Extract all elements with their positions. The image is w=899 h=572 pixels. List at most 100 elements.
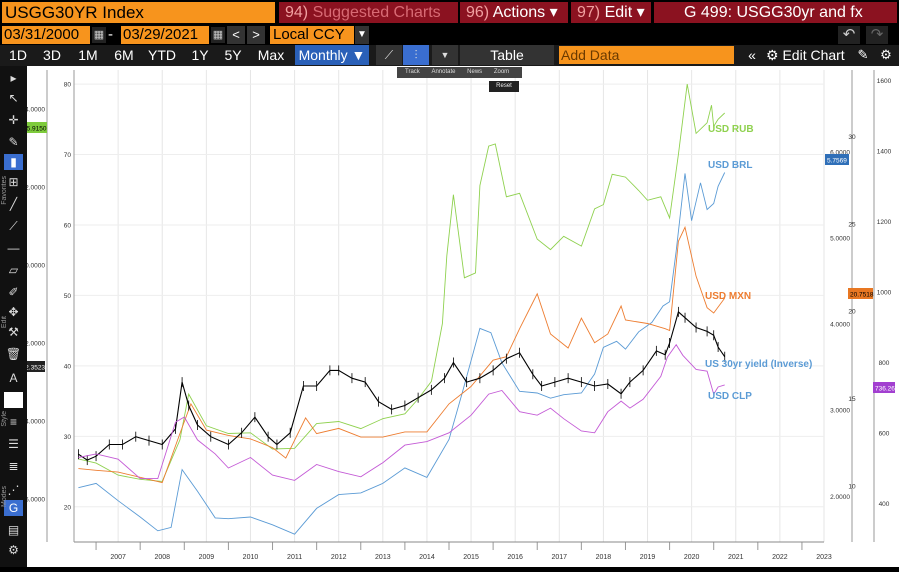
channel-icon[interactable]: ▱	[8, 263, 19, 277]
pencil-icon[interactable]: ✎	[857, 47, 869, 62]
trash-icon[interactable]: 🗑	[5, 347, 22, 361]
move-icon[interactable]: ✥	[8, 305, 19, 319]
table-button[interactable]: Table	[460, 45, 554, 65]
right1-tick-label: 5.0000	[830, 235, 850, 242]
horizontal-line-icon[interactable]: —	[7, 241, 20, 255]
line-chart-icon[interactable]: ⟋	[376, 45, 402, 65]
right2-tick-label: 20	[848, 309, 856, 316]
brl-value-badge-bg	[825, 154, 849, 165]
edit-chart-button[interactable]: ⚙ Edit Chart	[766, 45, 850, 65]
news-tool[interactable]: News	[467, 69, 483, 75]
period-1m[interactable]: 1M	[78, 47, 98, 63]
x-tick-label: 2020	[684, 554, 700, 561]
mode-icon[interactable]: G	[4, 500, 23, 516]
clp-value-badge: 736.26	[875, 386, 895, 393]
x-tick-label: 2009	[199, 554, 215, 561]
rub-value-badge-bg	[21, 122, 47, 133]
right2-tick-label: 15	[848, 396, 856, 403]
chevron-down-icon[interactable]: ▼	[355, 26, 369, 44]
menu-number: 96)	[466, 4, 490, 21]
left-inner-tick-label: 50	[64, 293, 72, 300]
edit-menu[interactable]: 97) Edit ▾	[571, 2, 651, 23]
settings-icon[interactable]: ⚙	[880, 47, 892, 62]
x-tick-label: 2018	[596, 554, 612, 561]
gear-icon[interactable]: ⚙	[8, 543, 19, 557]
chevron-right-icon[interactable]: >	[247, 26, 265, 44]
line-style-icon[interactable]: ≡	[9, 415, 17, 429]
chart-area[interactable]: 2007 2008 2009 2010 2011 2012 2013 2014 2015 2016…	[21, 66, 899, 567]
left-inner-tick-label: 30	[64, 434, 72, 441]
line-type-icon[interactable]: ≣	[8, 459, 19, 473]
right1-tick-label: 6.0000	[830, 149, 850, 156]
currency-select[interactable]: Local CCY	[270, 26, 354, 44]
chevron-left-icon[interactable]: <	[227, 26, 245, 44]
annotation-icon[interactable]: ✎	[8, 135, 19, 149]
sidebar-label-favorites: Favorites	[1, 176, 8, 205]
start-date-field[interactable]: 03/31/2000	[2, 26, 90, 44]
right1-tick-label: 4.0000	[830, 322, 850, 329]
draw-line-icon[interactable]: ╱	[9, 197, 18, 211]
actions-menu[interactable]: 96) Actions ▾	[460, 2, 568, 23]
trend-line-icon[interactable]: ⟋	[9, 219, 18, 233]
line-weight-icon[interactable]: ☰	[8, 437, 19, 451]
paint-icon[interactable]: ⚒	[8, 325, 19, 339]
right2-tick-label: 30	[848, 134, 856, 141]
left-inner-tick-label: 40	[64, 363, 72, 370]
brl-label: USD BRL	[708, 160, 752, 171]
yield-value-badge: -2.3523	[27, 365, 45, 372]
menu-number: 94)	[285, 4, 309, 21]
chart-background	[27, 66, 899, 567]
mxn-value-badge: 20.7518	[850, 292, 874, 299]
period-6m[interactable]: 6M	[114, 47, 134, 63]
x-tick-label: 2015	[463, 554, 479, 561]
ticker-field[interactable]: USGG30YR Index	[2, 2, 275, 23]
calendar-icon[interactable]: ▦	[92, 27, 106, 43]
arrow-icon[interactable]: ▸	[10, 71, 17, 85]
chevron-down-icon[interactable]: ▼	[432, 45, 458, 65]
suggested-charts-menu[interactable]: 94) Suggested Charts	[279, 2, 458, 23]
left-inner-tick-label: 80	[64, 82, 72, 89]
ruler-icon[interactable]: ⊞	[8, 175, 19, 189]
period-max[interactable]: Max	[257, 47, 285, 63]
undo-icon[interactable]: ↶	[838, 26, 860, 44]
period-3d[interactable]: 3D	[43, 47, 61, 63]
bar-chart-icon[interactable]: ⫶	[403, 45, 429, 65]
period-1d[interactable]: 1D	[9, 47, 27, 63]
add-data-input[interactable]: Add Data	[559, 46, 734, 64]
edit-chart-label: Edit Chart	[782, 47, 845, 63]
pen-icon[interactable]: ✐	[8, 285, 19, 299]
chart-svg[interactable]: 2007 2008 2009 2010 2011 2012 2013 2014 2015 2016…	[21, 66, 899, 567]
yield-value-badge-bg	[21, 361, 45, 372]
annotate-tool[interactable]: Annotate	[431, 69, 456, 75]
reset-button[interactable]: Reset	[489, 81, 519, 92]
right3-tick-label: 1600	[877, 78, 892, 85]
text-icon[interactable]: A	[9, 371, 18, 385]
left-inner-tick-label: 20	[64, 504, 72, 511]
crosshair-icon[interactable]: ✛	[8, 113, 19, 127]
menu-label: Edit ▾	[604, 4, 645, 21]
chart-labels: USD RUB USD BRL USD MXN US 30yr yield (Inve…	[21, 122, 895, 402]
frequency-select[interactable]: Monthly ▼	[295, 45, 369, 65]
collapse-icon[interactable]: «	[748, 47, 756, 63]
period-ytd[interactable]: YTD	[148, 47, 176, 63]
track-tool[interactable]: Track	[405, 69, 420, 75]
calendar-icon[interactable]: ▦	[211, 27, 225, 43]
magic-icon[interactable]: ⋰	[7, 483, 20, 497]
period-5y[interactable]: 5Y	[224, 47, 242, 63]
redo-icon[interactable]: ↷	[866, 26, 888, 44]
chart-series	[78, 84, 726, 535]
left-outer-tick-label: 4.0000	[27, 107, 45, 114]
zoom-tool[interactable]: Zoom	[493, 69, 510, 75]
menu-label: Actions ▾	[492, 4, 558, 21]
mxn-series-line	[78, 225, 726, 484]
right3-tick-label: 600	[879, 430, 890, 437]
layers-icon[interactable]: ▤	[7, 523, 20, 537]
date-separator: -	[108, 26, 113, 43]
right3-tick-label: 400	[879, 501, 890, 508]
left-outer-tick-label: -4.0000	[27, 419, 45, 426]
period-1y[interactable]: 1Y	[191, 47, 209, 63]
color-swatch[interactable]	[4, 392, 23, 408]
pointer-icon[interactable]: ↖	[8, 91, 19, 105]
end-date-field[interactable]: 03/29/2021	[121, 26, 209, 44]
bar-style-icon[interactable]: ▮	[4, 154, 23, 170]
